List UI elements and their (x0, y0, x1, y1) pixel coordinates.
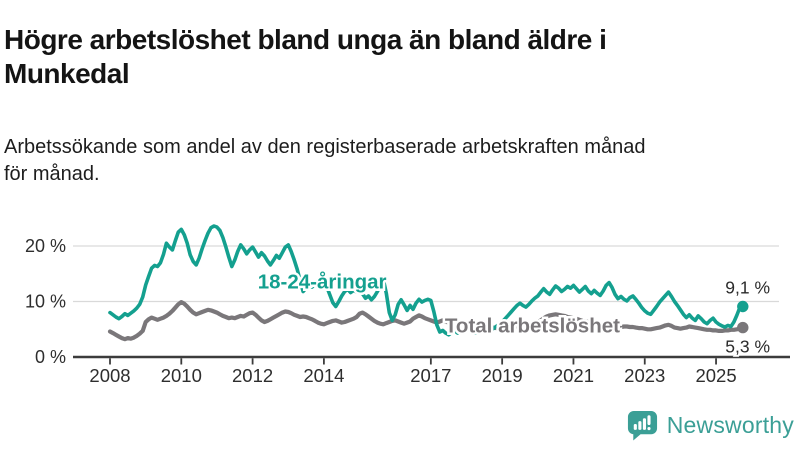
x-axis-tick-label: 2008 (89, 365, 130, 386)
series-line-youth (108, 224, 745, 337)
chart-subtitle: Arbetssökande som andel av den registerb… (4, 134, 784, 188)
y-axis-tick-label: 20 % (25, 236, 66, 256)
x-axis-tick-label: 2023 (624, 365, 665, 386)
page-title: Högre arbetslöshet bland unga än bland ä… (4, 23, 784, 91)
series-label-youth: 18-24-åringar (258, 271, 387, 294)
end-value-label-youth: 9,1 % (725, 277, 770, 297)
page-title-line1: Högre arbetslöshet bland unga än bland ä… (4, 23, 607, 55)
series-label-total: Total arbetslöshet (445, 315, 620, 338)
x-axis-tick-label: 2021 (553, 365, 594, 386)
x-axis-tick-label: 2019 (482, 365, 523, 386)
chart-subtitle-line2: för månad. (4, 163, 100, 185)
newsworthy-logo[interactable]: Newsworthy (626, 409, 794, 442)
y-axis-tick-label: 0 % (35, 347, 66, 367)
end-value-label-total: 5,3 % (725, 337, 770, 357)
y-axis-tick-label: 10 % (25, 292, 66, 312)
x-axis-tick-label: 2010 (161, 365, 202, 386)
series-line-total (107, 300, 745, 342)
chart-subtitle-line1: Arbetssökande som andel av den registerb… (4, 136, 646, 158)
newsworthy-bubble-icon (627, 410, 657, 441)
series-end-dot-total (737, 321, 749, 334)
newsworthy-logo-text: Newsworthy (666, 412, 794, 438)
x-axis-tick-label: 2025 (695, 365, 736, 386)
series-end-dot-youth (737, 300, 749, 313)
unemployment-line-chart: 0 % 10 % 20 % 2008 2010 2012 2014 2017 2019 2021 2… (25, 224, 790, 386)
x-axis-tick-label: 2014 (303, 365, 344, 386)
x-axis-tick-label: 2017 (410, 365, 451, 386)
page-title-line2: Munkedal (4, 57, 130, 89)
x-axis-tick-label: 2012 (232, 365, 273, 386)
